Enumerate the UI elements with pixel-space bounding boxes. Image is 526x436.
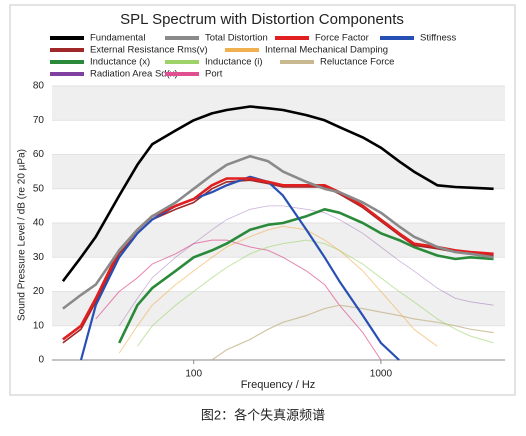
x-axis-label: Frequency / Hz: [241, 379, 316, 391]
y-tick-label: 70: [33, 115, 45, 126]
series-line: [95, 239, 382, 361]
caption: 图2：各个失真源频谱: [201, 407, 325, 422]
y-axis-label: Sound Pressure Level / dB (re 20 µPa): [17, 149, 28, 321]
legend-label: Total Distortion: [205, 33, 268, 44]
y-tick-label: 10: [33, 320, 45, 331]
series-line: [118, 205, 494, 327]
legend-label: Radiation Area Sd(x): [90, 69, 178, 80]
y-tick-label: 50: [33, 183, 45, 194]
legend-label: Internal Mechanical Damping: [265, 45, 388, 56]
legend-label: Stiffness: [420, 33, 457, 44]
y-tick-label: 0: [38, 355, 44, 366]
chart-title: SPL Spectrum with Distortion Components: [120, 11, 404, 28]
grid-band: [52, 291, 505, 326]
series-line: [62, 154, 494, 310]
legend-label: Inductance (x): [90, 57, 150, 68]
y-tick-label: 40: [33, 218, 45, 229]
legend-label: Inductance (i): [205, 57, 263, 68]
series-line: [118, 225, 438, 354]
series-line: [79, 175, 400, 361]
grid-band: [52, 86, 505, 121]
legend-label: Fundamental: [90, 33, 145, 44]
series-line: [61, 105, 494, 282]
y-tick-label: 20: [33, 286, 45, 297]
x-tick-label: 100: [185, 369, 202, 380]
series-line: [118, 208, 494, 344]
x-tick-label: 1000: [370, 369, 393, 380]
legend-label: External Resistance Rms(v): [90, 45, 208, 56]
y-tick-label: 30: [33, 252, 45, 263]
y-tick-label: 80: [33, 81, 45, 92]
legend-label: Reluctance Force: [320, 57, 394, 68]
legend-label: Port: [205, 69, 223, 80]
legend-label: Force Factor: [315, 33, 369, 44]
y-tick-label: 60: [33, 149, 45, 160]
